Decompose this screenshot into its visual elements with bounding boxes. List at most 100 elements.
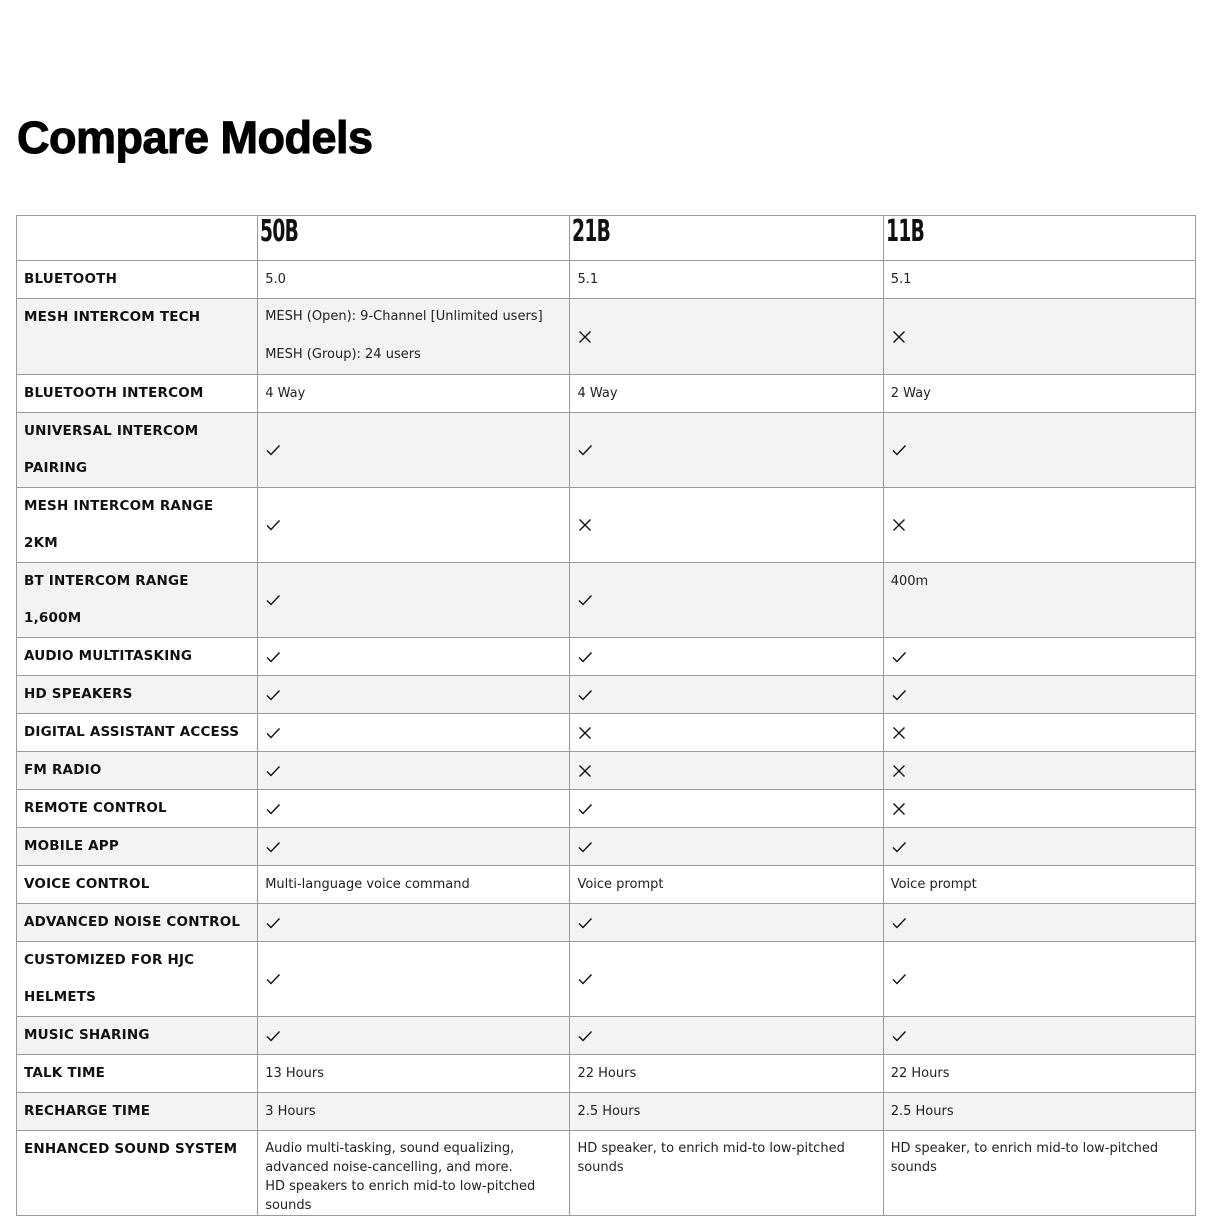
value-cell: 5.1 — [882, 260, 1197, 299]
model-name: 11B — [885, 214, 925, 249]
value-line: HD speaker, to enrich mid-to low-pitched… — [890, 1141, 1159, 1175]
check-icon — [265, 442, 281, 458]
value-cell — [882, 487, 1197, 563]
value-cell: 2 Way — [882, 374, 1197, 413]
value-line: HD speaker, to enrich mid-to low-pitched… — [577, 1141, 845, 1175]
value-cell — [257, 903, 571, 942]
value-cell: Voice prompt — [882, 865, 1197, 904]
value-cell — [882, 713, 1197, 752]
value-line — [265, 326, 562, 345]
value-cell: HD speaker, to enrich mid-to low-pitched… — [569, 1130, 884, 1216]
value-cell: 4 Way — [257, 374, 571, 413]
check-icon — [891, 1028, 907, 1044]
x-icon — [891, 763, 907, 779]
feature-label: BLUETOOTH INTERCOM — [15, 374, 259, 413]
check-icon — [265, 592, 281, 608]
table-row: AUDIO MULTITASKING — [15, 637, 1197, 676]
value-line: MESH (Group): 24 users — [265, 347, 421, 362]
check-icon — [577, 1028, 593, 1044]
header-row: 50B 21B 11B — [15, 214, 1197, 261]
value-cell: 4 Way — [569, 374, 884, 413]
page-title: Compare Models — [17, 112, 374, 164]
table-row: MESH INTERCOM RANGE 2KM — [15, 487, 1197, 563]
value-cell: 2.5 Hours — [569, 1092, 884, 1131]
table-row: FM RADIO — [15, 751, 1197, 790]
feature-label: UNIVERSAL INTERCOM PAIRING — [15, 412, 259, 488]
feature-label: VOICE CONTROL — [15, 865, 259, 904]
value-cell — [882, 412, 1197, 488]
x-icon — [891, 517, 907, 533]
check-icon — [891, 442, 907, 458]
value-cell: 22 Hours — [882, 1054, 1197, 1093]
table-row: ADVANCED NOISE CONTROL — [15, 903, 1197, 942]
value-cell: Audio multi-tasking, sound equalizing, ad… — [257, 1130, 571, 1216]
model-name: 50B — [260, 214, 299, 249]
value-cell — [569, 487, 884, 563]
model-header: 11B — [882, 214, 1197, 261]
feature-label: BT INTERCOM RANGE 1,600M — [15, 562, 259, 638]
check-icon — [577, 971, 593, 987]
x-icon — [577, 329, 593, 345]
value-cell: 13 Hours — [257, 1054, 571, 1093]
value-cell — [882, 941, 1197, 1017]
check-icon — [891, 915, 907, 931]
value-cell — [257, 713, 571, 752]
table-row: RECHARGE TIME 3 Hours 2.5 Hours 2.5 Hours — [15, 1092, 1197, 1131]
value-cell: 2.5 Hours — [882, 1092, 1197, 1131]
value-cell: 5.0 — [257, 260, 571, 299]
value-cell — [569, 412, 884, 488]
value-cell: Voice prompt — [569, 865, 884, 904]
value-cell — [257, 789, 571, 828]
x-icon — [891, 329, 907, 345]
value-line: advanced noise-cancelling, and more. — [265, 1160, 513, 1175]
table-row: REMOTE CONTROL — [15, 789, 1197, 828]
table-row: BLUETOOTH INTERCOM 4 Way 4 Way 2 Way — [15, 374, 1197, 413]
check-icon — [577, 839, 593, 855]
check-icon — [577, 592, 593, 608]
check-icon — [265, 1028, 281, 1044]
feature-label: CUSTOMIZED FOR HJC HELMETS — [15, 941, 259, 1017]
table-row: TALK TIME 13 Hours 22 Hours 22 Hours — [15, 1054, 1197, 1093]
value-cell — [569, 298, 884, 375]
feature-label: MOBILE APP — [15, 827, 259, 866]
comparison-table: 50B 21B 11B BLUETOOTH 5.0 5.1 5.1 MESH INTER… — [15, 214, 1197, 1216]
feature-label: BLUETOOTH — [15, 260, 259, 299]
value-cell — [257, 941, 571, 1017]
table-row: BLUETOOTH 5.0 5.1 5.1 — [15, 260, 1197, 299]
header-empty-cell — [15, 215, 259, 261]
value-cell — [882, 789, 1197, 828]
check-icon — [891, 649, 907, 665]
x-icon — [891, 801, 907, 817]
model-header: 21B — [569, 215, 884, 261]
table-row: ENHANCED SOUND SYSTEM Audio multi-tasking… — [15, 1130, 1197, 1216]
feature-label: TALK TIME — [15, 1054, 259, 1093]
value-cell — [569, 789, 884, 828]
value-line: HD speakers to enrich mid-to low-pitched… — [265, 1179, 536, 1213]
value-cell — [569, 903, 884, 942]
value-cell — [882, 903, 1197, 942]
feature-label: MESH INTERCOM TECH — [15, 298, 259, 375]
x-icon — [577, 517, 593, 533]
table-row: MOBILE APP — [15, 827, 1197, 866]
table-row: BT INTERCOM RANGE 1,600M 400m — [15, 562, 1197, 638]
value-cell — [569, 713, 884, 752]
value-line: Audio multi-tasking, sound equalizing, — [265, 1141, 515, 1156]
value-cell — [257, 675, 571, 714]
value-cell — [257, 637, 571, 676]
value-cell — [569, 1016, 884, 1055]
feature-label: ENHANCED SOUND SYSTEM — [15, 1130, 259, 1216]
value-cell — [257, 412, 571, 488]
check-icon — [891, 971, 907, 987]
model-header: 50B — [257, 214, 571, 261]
check-icon — [577, 915, 593, 931]
value-cell — [882, 1016, 1197, 1055]
table-row: DIGITAL ASSISTANT ACCESS — [15, 713, 1197, 752]
feature-label: RECHARGE TIME — [15, 1092, 259, 1131]
value-cell — [257, 827, 571, 866]
value-cell — [882, 298, 1197, 375]
value-cell — [569, 675, 884, 714]
value-cell: 3 Hours — [257, 1092, 571, 1131]
feature-label: DIGITAL ASSISTANT ACCESS — [15, 713, 259, 752]
check-icon — [265, 725, 281, 741]
x-icon — [891, 725, 907, 741]
